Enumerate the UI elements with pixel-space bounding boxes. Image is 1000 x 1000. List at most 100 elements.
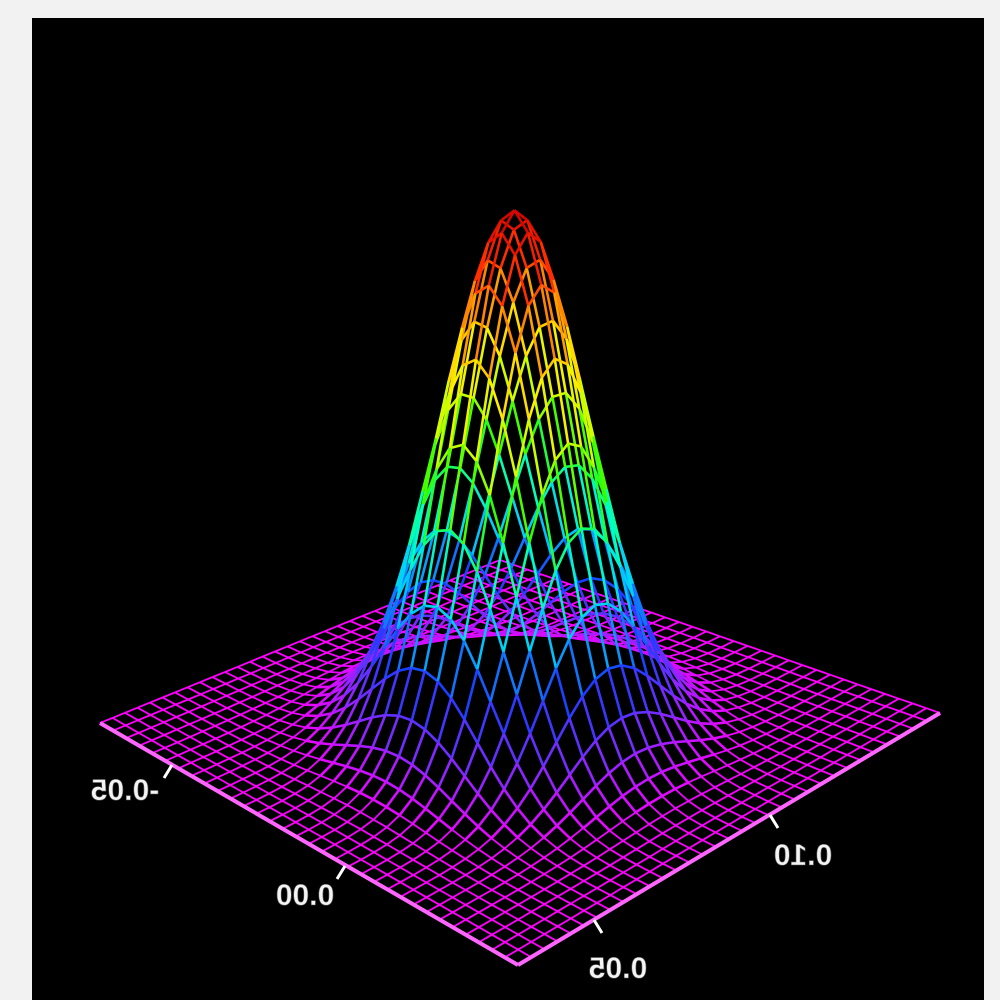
mesh-line (371, 750, 387, 777)
mesh-line (373, 851, 388, 861)
mesh-line (280, 736, 294, 747)
mesh-line (294, 784, 309, 795)
mesh-line (288, 667, 303, 675)
mesh-line (212, 682, 227, 690)
mesh-line (596, 902, 611, 911)
mesh-line (420, 578, 434, 584)
mesh-line (660, 743, 676, 768)
mesh-line (294, 792, 309, 802)
mesh-line (635, 831, 650, 843)
mesh-line (462, 443, 478, 462)
mesh-line (513, 209, 530, 234)
mesh-line (399, 881, 414, 891)
mesh-line (464, 589, 478, 597)
mesh-line (526, 232, 543, 286)
mesh-line (430, 618, 447, 637)
mesh-line (319, 761, 335, 777)
mesh-line (543, 925, 559, 935)
mesh-line (263, 673, 277, 681)
mesh-line (687, 775, 702, 784)
mesh-line (583, 856, 598, 867)
mesh-line (254, 739, 268, 748)
mesh-line (513, 563, 528, 571)
mesh-line (498, 302, 515, 357)
mesh-line (710, 690, 726, 701)
mesh-line (449, 618, 466, 642)
mesh-line (688, 809, 703, 819)
mesh-line (735, 667, 750, 676)
mesh-line (262, 655, 277, 664)
mesh-line (202, 730, 217, 740)
mesh-line (386, 859, 401, 869)
mesh-line (477, 809, 493, 828)
mesh-line (490, 823, 506, 840)
mesh-line (486, 219, 503, 261)
mesh-line (713, 734, 727, 740)
mesh-line (475, 460, 492, 496)
mesh-line (344, 698, 359, 709)
mesh-line (216, 776, 231, 786)
mesh-line (333, 780, 348, 788)
mesh-line (687, 757, 702, 764)
mesh-line (288, 656, 303, 665)
mesh-line (679, 631, 694, 639)
mesh-line (557, 917, 572, 928)
mesh-line (794, 785, 809, 793)
mesh-line (214, 725, 229, 734)
mesh-line (780, 765, 795, 774)
mesh-line (845, 708, 860, 718)
mesh-line (609, 829, 624, 842)
mesh-line (536, 573, 552, 604)
mesh-line (722, 678, 738, 687)
mesh-line (289, 673, 303, 681)
mesh-line (608, 805, 624, 823)
mesh-line (340, 656, 354, 662)
mesh-line (334, 821, 348, 831)
mesh-line (788, 659, 803, 666)
mesh-line (215, 732, 229, 740)
mesh-line (150, 726, 165, 736)
mesh-line (707, 646, 722, 655)
mesh-line (312, 630, 326, 638)
mesh-line (295, 828, 310, 838)
mesh-line (398, 714, 413, 722)
mesh-line (243, 799, 257, 807)
mesh-line (698, 708, 714, 725)
mesh-line (295, 821, 310, 831)
mesh-line (409, 545, 425, 615)
mesh-line (556, 865, 572, 875)
mesh-line (725, 706, 739, 712)
mesh-line (622, 811, 637, 823)
mesh-line (596, 864, 611, 874)
mesh-line (425, 881, 440, 891)
mesh-line (741, 808, 756, 818)
mesh-line (530, 911, 545, 920)
mesh-line (294, 799, 309, 809)
mesh-line (608, 761, 623, 775)
mesh-line (609, 894, 624, 903)
mesh-line (662, 862, 677, 872)
tick-label-right-1: 0.05 (589, 952, 647, 985)
mesh-line (832, 728, 847, 738)
mesh-line (488, 377, 504, 420)
mesh-line (452, 911, 467, 921)
mesh-line (344, 720, 360, 746)
mesh-line (662, 848, 677, 857)
mesh-line (737, 695, 752, 704)
mesh-line (415, 621, 429, 628)
mesh-line (437, 758, 453, 789)
mesh-line (125, 719, 139, 727)
mesh-line (265, 707, 280, 716)
mesh-line (190, 743, 204, 751)
mesh-line (431, 634, 445, 638)
mesh-line (137, 701, 151, 709)
mesh-line (530, 836, 545, 849)
mesh-line (478, 926, 493, 936)
mesh-line (832, 735, 848, 743)
mesh-line (478, 911, 493, 921)
mesh-line (360, 851, 375, 861)
mesh-line (570, 872, 585, 882)
mesh-line (753, 773, 768, 782)
mesh-line (817, 705, 833, 713)
mesh-line (679, 625, 693, 634)
